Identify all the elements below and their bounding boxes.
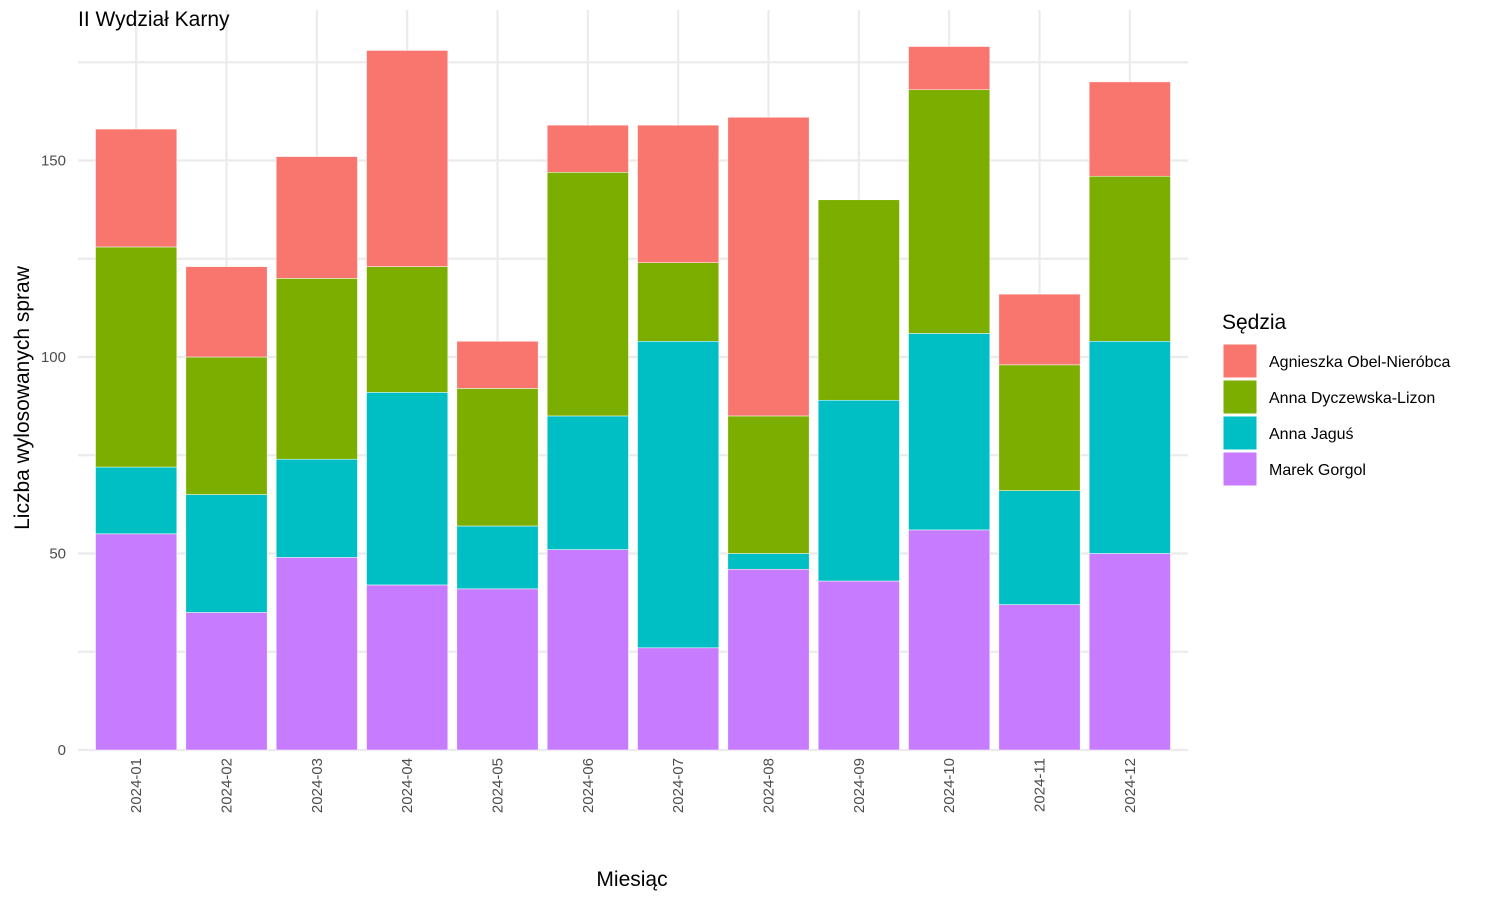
x-tick-label: 2024-04 [399,758,416,813]
x-tick-label: 2024-11 [1032,758,1049,812]
legend-label: Marek Gorgol [1269,462,1366,479]
bar-segment [366,392,449,586]
bar-segment [546,549,629,751]
bar-segment [185,494,268,613]
bars-layer [95,46,1171,751]
legend-key [1222,451,1258,487]
bar-segment [727,553,810,570]
chart-title: II Wydział Karny [78,8,230,31]
legend-title: Sędzia [1222,311,1287,334]
legend-key [1222,343,1258,379]
bar-segment [275,278,358,460]
bar-segment [637,341,720,649]
bar-segment [637,647,720,751]
bar-segment [727,117,810,417]
x-tick-label: 2024-10 [941,758,958,813]
x-tick-label: 2024-05 [490,758,507,813]
x-tick-label: 2024-12 [1122,758,1139,813]
bar-segment [1088,81,1171,177]
bar-segment [275,156,358,279]
legend-key [1222,379,1258,415]
x-tick-label: 2024-06 [580,758,597,813]
x-tick-label: 2024-08 [761,758,778,813]
bar-segment [908,89,991,334]
bar-segment [185,612,268,751]
bar-segment [95,246,178,468]
bar-segment [998,293,1081,366]
y-tick-label: 50 [49,546,66,563]
bar-segment [817,199,900,401]
bar-segment [275,557,358,751]
x-tick-label: 2024-01 [128,758,145,813]
bar-segment [908,333,991,531]
bar-segment [546,172,629,417]
bar-segment [456,341,539,389]
bar-segment [998,490,1081,605]
bar-segment [637,124,720,263]
bar-segment [637,262,720,342]
bar-segment [366,266,449,393]
bar-segment [727,415,810,554]
legend-key [1222,415,1258,451]
legend-label: Agnieszka Obel-Nieróbca [1269,354,1451,371]
legend-label: Anna Dyczewska-Lizon [1269,390,1435,407]
bar-segment [546,124,629,173]
x-axis-title: Miesiąc [596,868,667,891]
bar-segment [456,388,539,527]
bar-segment [185,266,268,358]
bar-segment [185,356,268,495]
bar-segment [366,584,449,751]
x-axis-ticks: 2024-01 2024-02 2024-03 2024-04 2024-05 2024-… [128,758,1139,813]
bar-segment [817,399,900,582]
bar-segment [366,50,449,267]
bar-segment [95,466,178,535]
bar-segment [95,533,178,751]
bar-segment [817,580,900,751]
bar-segment [546,415,629,550]
y-tick-label: 0 [58,742,66,759]
y-tick-label: 100 [41,349,66,366]
bar-segment [1088,553,1171,751]
bar-segment [95,128,178,248]
bar-segment [456,588,539,751]
legend: Sędzia Agnieszka Obel-Nieróbca Anna Dycze… [1222,311,1451,487]
bar-segment [908,46,991,91]
bar-segment [908,529,991,751]
bar-segment [727,568,810,751]
x-tick-label: 2024-03 [309,758,326,813]
legend-label: Anna Jaguś [1269,426,1354,443]
y-tick-label: 150 [41,153,66,170]
bar-segment [998,604,1081,751]
x-tick-label: 2024-09 [851,758,868,813]
bar-segment [456,525,539,590]
x-tick-label: 2024-07 [670,758,687,813]
bar-segment [1088,341,1171,554]
legend-items: Agnieszka Obel-Nieróbca Anna Dyczewska-Li… [1222,343,1451,487]
bar-segment [1088,175,1171,342]
x-tick-label: 2024-02 [219,758,236,813]
bar-segment [275,458,358,558]
y-axis-title: Liczba wylosowanych spraw [11,265,34,530]
y-axis-ticks: 0 50 100 150 [41,153,66,760]
bar-segment [998,364,1081,491]
